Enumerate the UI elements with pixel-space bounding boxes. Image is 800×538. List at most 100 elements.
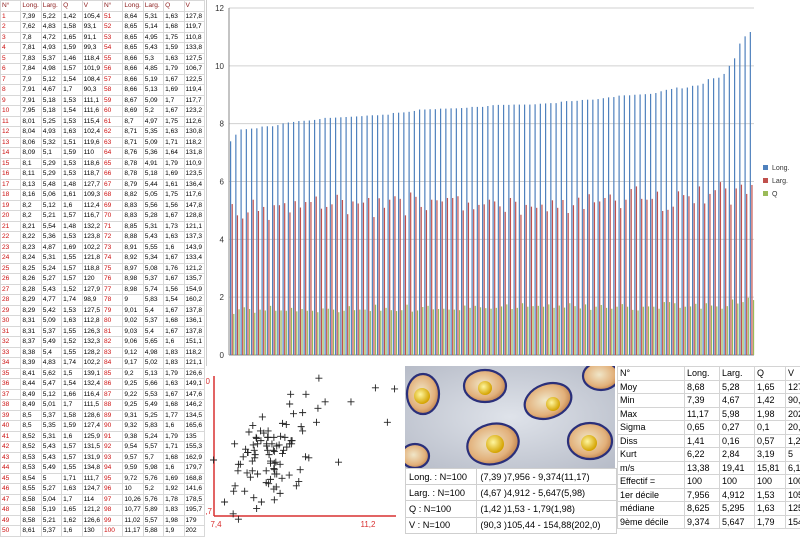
value-cell: 8,24 [21,253,41,264]
bar-larg [295,201,296,355]
value-cell: 127,4 [82,421,102,432]
bar-long [283,123,284,355]
bar-larg [258,211,259,355]
stat-value: 202 [786,407,800,421]
value-cell: 1,56 [164,200,184,211]
row-number-cell: 20 [1,211,21,222]
stat-value: 127,6 [786,380,800,394]
bar-q [238,309,239,355]
value-cell: 1,71 [62,473,82,484]
value-cell: 11,17 [123,526,143,537]
value-cell: 1,67 [164,326,184,337]
bar-larg [331,204,332,355]
stat-value: 90,3 [786,394,800,408]
value-cell: 9,72 [123,473,143,484]
value-cell: 1,53 [62,116,82,127]
value-cell: 124,7 [82,484,102,495]
value-cell: 5,57 [143,442,163,453]
bar-long [545,103,546,355]
bar-q [354,310,355,355]
bar-long [461,108,462,355]
value-cell: 179 [184,515,204,526]
row-number-cell: 34 [1,358,21,369]
value-cell: 121,2 [82,505,102,516]
row-number-cell: 95 [102,473,122,484]
bar-larg [615,201,616,355]
bar-q [249,309,250,355]
bar-long [314,120,315,355]
bar-q [732,299,733,355]
bar-q [711,306,712,355]
row-number-cell: 39 [1,410,21,421]
value-cell: 139,1 [82,368,102,379]
bar-q [259,310,260,355]
row-number-cell: 3 [1,32,21,43]
bar-long [430,109,431,355]
value-cell: 165,6 [184,421,204,432]
stat-value: 4,67 [720,394,755,408]
bar-q [480,307,481,355]
row-number-cell: 16 [1,169,21,180]
bar-long [566,101,567,355]
value-cell: 160,2 [184,295,204,306]
value-cell: 8,5 [21,410,41,421]
stat-value: 1,98 [755,407,786,421]
column-header: N° [1,1,21,12]
bar-larg [736,188,737,355]
bar-q [695,304,696,355]
value-cell: 1,73 [164,221,184,232]
bar-larg [274,205,275,355]
scatter-point [270,434,277,441]
column-header: V [184,1,204,12]
scatter-point [279,475,286,482]
legend-swatch [763,178,768,183]
bar-q [580,308,581,355]
bar-long [424,109,425,355]
row-number-cell: 74 [102,253,122,264]
bar-long [724,74,725,355]
stats-column-header: Larg. [720,367,755,381]
scatter-point [297,466,304,473]
value-cell: 1,61 [164,179,184,190]
scatter-point [302,453,309,460]
scatter-point [298,423,305,430]
row-number-cell: 59 [102,95,122,106]
bar-q [601,305,602,355]
value-cell: 4,98 [41,64,61,75]
value-cell: 9,54 [123,442,143,453]
bar-larg [284,203,285,355]
bar-long [608,97,609,355]
value-cell: 8,88 [123,232,143,243]
row-number-cell: 71 [102,221,122,232]
bar-long [692,86,693,355]
y-tick-label: 10 [215,62,224,71]
value-cell: 5,54 [41,221,61,232]
scatter-point [277,433,284,440]
stat-value: 7,956 [685,488,720,502]
value-cell: 4,77 [41,295,61,306]
value-cell: 5,43 [41,442,61,453]
value-cell: 5,83 [143,295,163,306]
legend-label: Q [772,191,778,198]
bar-q [448,310,449,355]
value-cell: 8,29 [21,305,41,316]
stat-value: 1,53 [755,488,786,502]
row-number-cell: 49 [1,515,21,526]
value-cell: 5,74 [143,284,163,295]
value-cell: 195,7 [184,505,204,516]
value-cell: 143,9 [184,242,204,253]
value-cell: 131,5 [82,442,102,453]
bar-q [595,307,596,355]
scatter-point [235,516,242,523]
value-cell: 1,67 [164,253,184,264]
stat-label: Max [618,407,685,421]
value-cell: 9,25 [123,379,143,390]
value-cell: 8,58 [21,494,41,505]
value-cell: 179,7 [184,463,204,474]
